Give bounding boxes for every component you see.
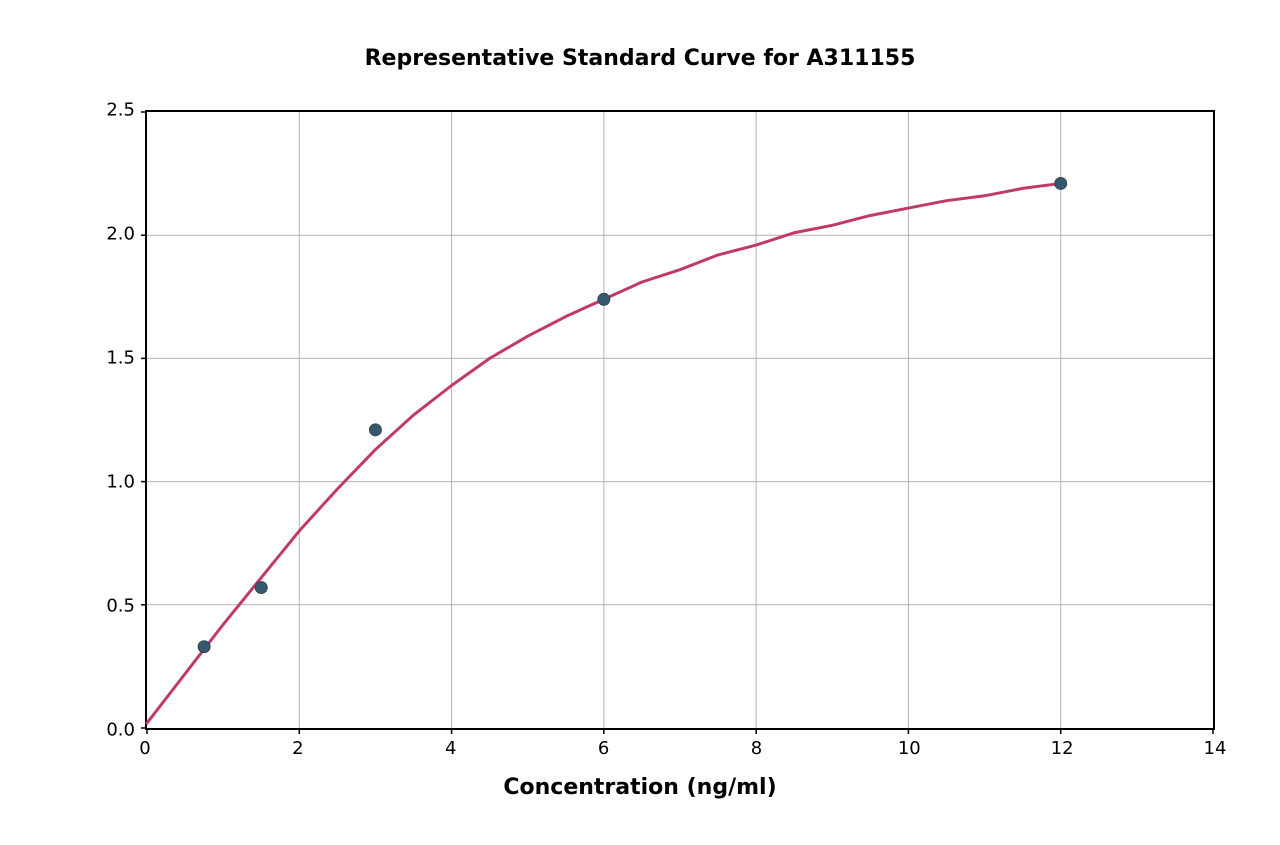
y-tick-label: 0.0 — [95, 720, 135, 741]
x-tick-label: 6 — [598, 738, 609, 759]
plot-area — [145, 110, 1215, 730]
plot-svg — [147, 112, 1213, 728]
x-tick-label: 10 — [898, 738, 921, 759]
x-tick-label: 14 — [1204, 738, 1227, 759]
x-tick-label: 4 — [445, 738, 456, 759]
y-tick-label: 2.0 — [95, 224, 135, 245]
x-tick-label: 8 — [751, 738, 762, 759]
x-tick-label: 12 — [1051, 738, 1074, 759]
y-tick-label: 1.0 — [95, 472, 135, 493]
y-tick-label: 2.5 — [95, 100, 135, 121]
chart-container: Representative Standard Curve for A31115… — [0, 0, 1280, 845]
x-axis-label: Concentration (ng/ml) — [503, 775, 776, 800]
x-tick-label: 2 — [292, 738, 303, 759]
chart-title: Representative Standard Curve for A31115… — [365, 46, 916, 71]
scatter-points — [198, 177, 1067, 652]
y-tick-label: 0.5 — [95, 596, 135, 617]
y-tick-label: 1.5 — [95, 348, 135, 369]
axis-tick-marks — [141, 112, 1213, 734]
grid-lines — [147, 112, 1213, 728]
x-tick-label: 0 — [139, 738, 150, 759]
